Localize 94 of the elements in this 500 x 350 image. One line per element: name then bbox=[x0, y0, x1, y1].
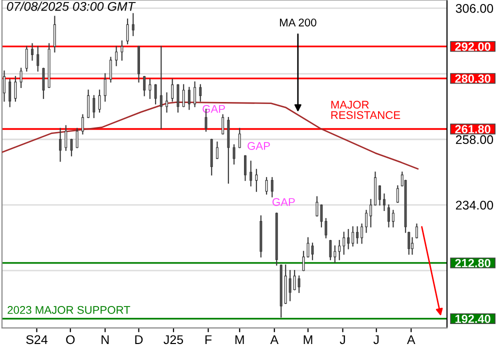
annotation: MA 200 bbox=[280, 18, 316, 26]
candlestick bbox=[360, 224, 364, 244]
candlestick bbox=[316, 196, 318, 216]
candlestick bbox=[104, 73, 106, 102]
ref-line-label: 261.80 bbox=[455, 125, 490, 134]
candlestick bbox=[216, 142, 218, 160]
candlestick bbox=[20, 68, 22, 88]
candlestick bbox=[232, 144, 236, 165]
candlestick bbox=[392, 210, 394, 228]
candlestick bbox=[109, 56, 112, 83]
candlestick bbox=[160, 46, 162, 129]
candlestick bbox=[14, 76, 17, 102]
candlestick bbox=[154, 84, 157, 104]
x-tick-label: J25 bbox=[164, 335, 184, 344]
annotation: GAP bbox=[202, 104, 225, 113]
x-tick-label: A bbox=[406, 335, 416, 344]
x-tick-label: A bbox=[270, 335, 279, 344]
candlestick bbox=[120, 40, 124, 61]
candlestick bbox=[238, 128, 241, 148]
x-tick-label: M bbox=[304, 335, 312, 344]
candlestick bbox=[8, 78, 12, 108]
candlestick bbox=[255, 168, 258, 192]
candlestick bbox=[244, 155, 246, 181]
candlestick bbox=[176, 84, 180, 113]
annotation: 07/08/2025 03:00 GMT bbox=[6, 2, 136, 11]
candlestick bbox=[143, 76, 146, 96]
candlestick bbox=[132, 13, 134, 36]
candlestick bbox=[115, 46, 118, 66]
candlestick bbox=[365, 210, 368, 233]
candlestick bbox=[250, 160, 252, 186]
candlestick bbox=[166, 92, 168, 113]
candlestick bbox=[188, 86, 190, 110]
y-tick-label: 258.00 bbox=[456, 135, 494, 144]
y-tick-label: 234.00 bbox=[456, 200, 494, 210]
ref-line-label: 212.80 bbox=[455, 258, 490, 268]
x-tick-label: O bbox=[66, 335, 75, 344]
candlestick bbox=[53, 16, 56, 52]
candlestick bbox=[148, 78, 152, 99]
ref-line-label: 280.30 bbox=[455, 74, 490, 83]
candlestick bbox=[2, 70, 6, 102]
x-tick-label: J bbox=[373, 335, 379, 344]
annotation: GAP bbox=[272, 198, 295, 206]
candlestick bbox=[288, 270, 292, 302]
x-tick-label: M bbox=[235, 335, 244, 344]
candlestick bbox=[87, 90, 90, 118]
candlestick bbox=[25, 46, 28, 72]
candlestick bbox=[36, 46, 40, 72]
candlestick bbox=[342, 232, 346, 255]
candlestick bbox=[98, 90, 101, 113]
candlestick bbox=[76, 128, 78, 148]
candlestick bbox=[64, 125, 68, 151]
candlestick bbox=[347, 229, 350, 250]
candlestick bbox=[356, 226, 359, 244]
candlestick bbox=[378, 185, 381, 206]
candlestick bbox=[387, 204, 390, 228]
candlestick bbox=[182, 84, 185, 108]
candlestick bbox=[329, 240, 332, 260]
ref-line-label: 292.00 bbox=[455, 42, 490, 51]
candlestick bbox=[334, 245, 336, 263]
candlestick bbox=[199, 84, 202, 102]
x-tick-label: D bbox=[135, 335, 143, 344]
candlestick bbox=[320, 204, 323, 228]
candlestick bbox=[59, 128, 62, 162]
ref-line-label: 192.40 bbox=[456, 314, 490, 324]
x-tick-label: J bbox=[340, 335, 345, 344]
candlestick bbox=[92, 95, 96, 118]
candlestick bbox=[302, 250, 305, 272]
candlestick bbox=[396, 185, 399, 203]
candlestick bbox=[324, 218, 328, 238]
candlestick bbox=[311, 242, 314, 260]
candlestick bbox=[306, 237, 310, 258]
candlestick bbox=[298, 275, 300, 293]
candlestick bbox=[293, 270, 296, 290]
candlestick bbox=[31, 43, 34, 61]
candlestick bbox=[338, 240, 341, 260]
candlestick bbox=[352, 226, 354, 247]
candlestick bbox=[270, 177, 274, 198]
candlestick bbox=[222, 114, 224, 134]
candlestick bbox=[81, 114, 84, 134]
candlestick bbox=[370, 198, 372, 228]
y-tick-label: 306.00 bbox=[456, 4, 494, 13]
x-tick-label: S24 bbox=[26, 335, 48, 344]
candlestick bbox=[126, 18, 129, 44]
x-tick-label: N bbox=[102, 335, 109, 344]
annotation: GAP bbox=[248, 142, 270, 150]
candlestick bbox=[171, 78, 174, 102]
annotation: 2023 MAJOR SUPPORT bbox=[8, 306, 130, 314]
x-tick-label: F bbox=[205, 335, 212, 344]
annotation: MAJOR RESISTANCE bbox=[331, 100, 400, 120]
candlestick bbox=[265, 177, 268, 195]
candlestick bbox=[415, 224, 418, 238]
candlestick bbox=[194, 81, 196, 108]
candlestick bbox=[42, 68, 45, 99]
candlestick bbox=[382, 193, 386, 211]
